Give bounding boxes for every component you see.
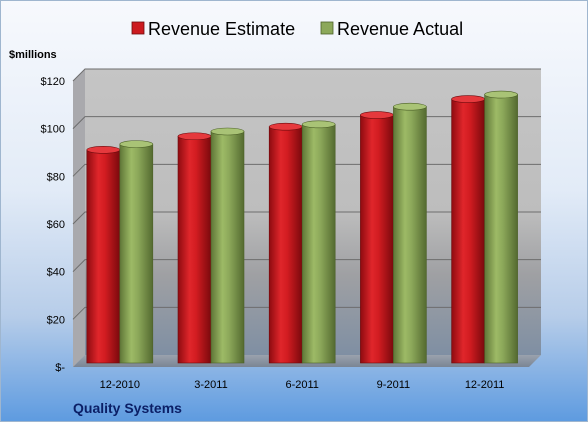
- bar-revenue-actual: [210, 131, 245, 364]
- y-axis-label: $millions: [9, 49, 57, 61]
- bar-top: [360, 111, 394, 119]
- gridline: [72, 68, 541, 82]
- bar-top: [86, 146, 121, 154]
- y-tick-label: $-: [55, 362, 65, 374]
- x-tick-label: 3-2011: [194, 379, 227, 391]
- y-tick-label: $80: [47, 171, 65, 183]
- legend-swatch: [320, 21, 334, 35]
- bar-revenue-estimate: [86, 149, 121, 364]
- legend-label: Revenue Actual: [337, 19, 463, 39]
- legend-swatch: [131, 21, 145, 35]
- bar-revenue-actual: [484, 94, 518, 364]
- company-title: Quality Systems: [73, 400, 182, 416]
- bar-top: [484, 90, 518, 99]
- bar-top: [301, 120, 336, 129]
- bar-top: [268, 122, 303, 131]
- y-tick-label: $120: [41, 76, 65, 88]
- bar-top: [177, 132, 212, 141]
- y-tick-label: $20: [47, 314, 65, 326]
- x-tick-label: 9-2011: [377, 379, 410, 391]
- bar-revenue-actual: [393, 106, 427, 364]
- bar-top: [119, 140, 154, 148]
- bar-revenue-estimate: [268, 126, 303, 364]
- bar-top: [393, 102, 427, 111]
- bar-top: [451, 95, 485, 103]
- y-tick-label: $100: [41, 124, 65, 136]
- bar-revenue-estimate: [451, 98, 485, 364]
- y-tick-label: $40: [47, 267, 65, 279]
- bar-revenue-estimate: [177, 135, 212, 364]
- x-tick-label: 6-2011: [285, 379, 318, 391]
- bar-revenue-actual: [301, 124, 336, 364]
- bar-top: [210, 127, 245, 136]
- x-tick-label: 12-2010: [100, 379, 140, 391]
- legend-label: Revenue Estimate: [148, 19, 295, 39]
- y-tick-label: $60: [47, 219, 65, 231]
- bar-revenue-actual: [119, 143, 154, 364]
- x-tick-label: 12-2011: [465, 379, 505, 391]
- bar-revenue-estimate: [360, 114, 394, 364]
